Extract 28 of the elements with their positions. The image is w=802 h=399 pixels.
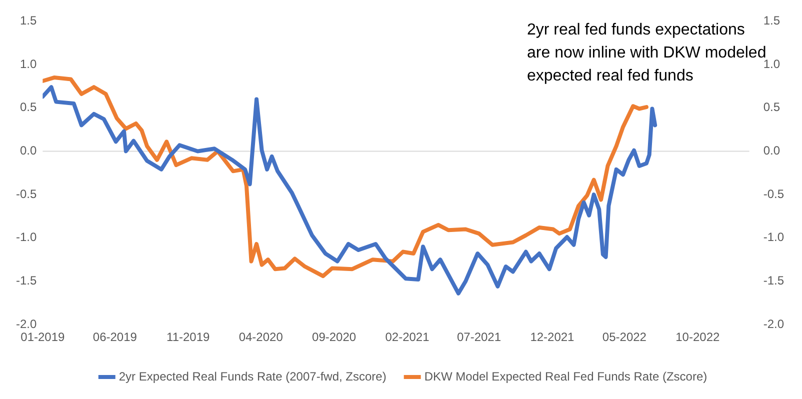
y2-tick-label: 1.5	[763, 14, 780, 28]
y2-tick-label: -0.5	[763, 186, 784, 201]
y-tick-label: 1.5	[20, 14, 37, 28]
x-tick-label: 05-2022	[602, 330, 647, 344]
x-tick-label: 12-2021	[530, 330, 575, 344]
x-tick-label: 06-2019	[92, 330, 138, 344]
x-tick-label: 01-2019	[20, 330, 66, 344]
y-tick-label: -1.5	[16, 274, 37, 288]
y-tick-label: -0.5	[16, 186, 37, 201]
x-tick-label: 11-2019	[166, 330, 210, 344]
y2-tick-label: -1.5	[763, 274, 784, 288]
y-tick-label: 0.5	[20, 100, 37, 114]
legend-label: DKW Model Expected Real Fed Funds Rate (Zscore)	[424, 369, 708, 384]
y2-tick-label: -1.0	[763, 230, 784, 244]
x-tick-label: 02-2021	[385, 330, 430, 344]
x-tick-label: 07-2021	[456, 330, 502, 344]
y-tick-label: -2.0	[16, 316, 37, 331]
x-tick-label: 04-2020	[238, 330, 284, 344]
y-tick-label: 1.0	[20, 56, 37, 71]
legend-label: 2yr Expected Real Funds Rate (2007-fwd, Zscore)	[118, 369, 386, 384]
y-tick-label: -1.0	[16, 230, 37, 244]
y2-tick-label: 1.0	[763, 56, 780, 71]
x-tick-label: 09-2020	[312, 330, 356, 344]
x-tick-label: 10-2022	[676, 330, 720, 344]
y2-tick-label: 0.5	[763, 100, 780, 114]
y-tick-label: 0.0	[20, 144, 37, 158]
y2-tick-label: -2.0	[763, 316, 784, 331]
y2-tick-label: 0.0	[763, 144, 780, 158]
